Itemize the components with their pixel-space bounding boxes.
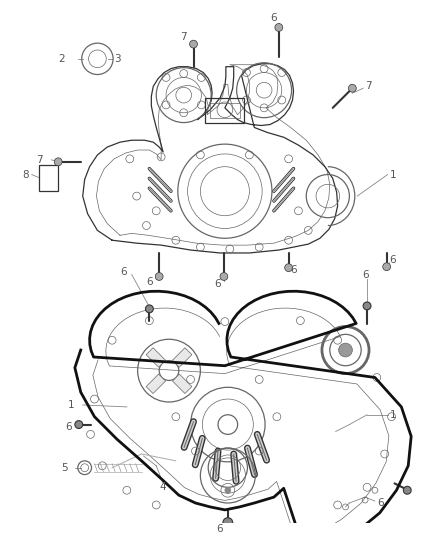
- Text: 3: 3: [114, 54, 121, 64]
- Text: 2: 2: [58, 54, 65, 64]
- Text: 6: 6: [120, 266, 127, 277]
- Circle shape: [145, 305, 153, 313]
- Circle shape: [225, 487, 231, 493]
- Circle shape: [220, 272, 228, 280]
- Text: 6: 6: [215, 279, 221, 289]
- Text: 8: 8: [22, 169, 28, 180]
- Circle shape: [75, 421, 83, 429]
- Text: 4: 4: [160, 482, 166, 492]
- Circle shape: [223, 518, 233, 528]
- Text: 6: 6: [290, 265, 297, 274]
- Circle shape: [155, 272, 163, 280]
- Circle shape: [190, 40, 198, 48]
- Text: 6: 6: [65, 422, 72, 432]
- Text: 1: 1: [390, 410, 396, 420]
- Text: 6: 6: [217, 524, 223, 533]
- Polygon shape: [173, 348, 192, 367]
- Circle shape: [383, 263, 391, 271]
- Circle shape: [348, 84, 356, 92]
- Polygon shape: [146, 348, 166, 367]
- Circle shape: [403, 486, 411, 494]
- Circle shape: [339, 343, 352, 357]
- Text: 7: 7: [180, 33, 187, 42]
- Circle shape: [285, 264, 293, 272]
- Circle shape: [275, 23, 283, 31]
- Text: 6: 6: [271, 13, 277, 22]
- Text: 1: 1: [68, 400, 74, 410]
- Circle shape: [363, 302, 371, 310]
- Text: 6: 6: [362, 270, 368, 279]
- Text: 5: 5: [61, 463, 68, 473]
- Text: 1: 1: [390, 169, 396, 180]
- Text: 6: 6: [146, 277, 153, 287]
- Circle shape: [54, 158, 62, 166]
- Text: 6: 6: [390, 255, 396, 265]
- Polygon shape: [173, 374, 192, 393]
- Text: 7: 7: [35, 155, 42, 165]
- Polygon shape: [146, 374, 166, 393]
- Text: 7: 7: [365, 82, 372, 91]
- Text: 6: 6: [377, 498, 384, 508]
